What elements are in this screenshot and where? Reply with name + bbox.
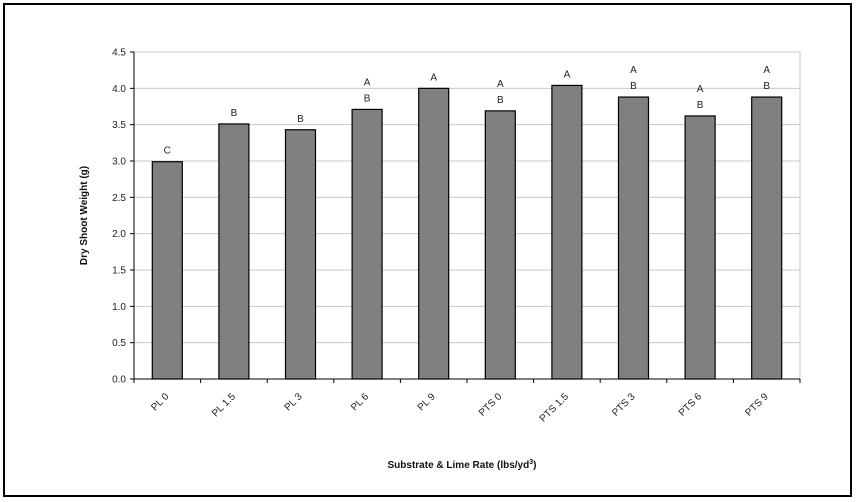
x-axis-label-suffix: ) <box>533 460 536 471</box>
y-tick-label: 2.5 <box>112 193 126 204</box>
significance-label: B <box>697 100 704 111</box>
x-tick-label: PTS 3 <box>610 391 638 419</box>
significance-label: B <box>497 95 504 106</box>
x-axis-label-text: Substrate & Lime Rate (lbs/yd <box>388 460 530 471</box>
bar <box>617 96 650 380</box>
significance-label: A <box>497 79 504 90</box>
y-tick-labels: 0.0 0.5 1.0 1.5 2.0 2.5 3.0 3.5 4.0 4.5 <box>112 48 126 386</box>
significance-label: A <box>630 65 637 76</box>
bar-chart: 0.0 0.5 1.0 1.5 2.0 2.5 3.0 3.5 4.0 4.5 PL 0 PL 1.… <box>79 48 801 471</box>
x-tick-label: PTS 0 <box>477 391 505 419</box>
significance-label: A <box>364 77 371 88</box>
y-tick-label: 0.5 <box>112 338 126 349</box>
y-tick-label: 1.5 <box>112 266 126 277</box>
y-tick-label: 0.0 <box>112 375 126 386</box>
x-tick-labels: PL 0 PL 1.5 PL 3 PL 6 PL 9 PTS 0 PTS 1.5 PTS 3 P… <box>149 391 771 425</box>
x-axis-label-superscript: 3 <box>529 459 533 466</box>
x-tick-label: PTS 6 <box>677 391 705 419</box>
bar <box>351 108 383 380</box>
bar <box>284 129 317 380</box>
bar <box>684 115 716 380</box>
bars <box>151 84 783 380</box>
x-axis-label: Substrate & Lime Rate (lbs/yd3) <box>388 459 537 471</box>
bar <box>418 87 450 380</box>
significance-label: C <box>164 146 171 157</box>
y-axis-label: Dry Shoot Weight (g) <box>79 166 90 265</box>
significance-label: B <box>364 93 371 104</box>
bar <box>218 123 250 380</box>
y-tick-label: 4.0 <box>112 84 126 95</box>
x-tick-label: PL 6 <box>349 391 371 413</box>
y-tick-label: 4.5 <box>112 48 126 59</box>
y-tick-label: 2.0 <box>112 229 126 240</box>
significance-label: B <box>763 81 770 92</box>
significance-label: B <box>630 81 637 92</box>
x-tick-label: PL 1.5 <box>210 391 238 419</box>
significance-label: B <box>231 108 238 119</box>
x-tick-label: PL 9 <box>416 391 438 413</box>
significance-label: A <box>763 65 770 76</box>
significance-label: A <box>564 69 571 80</box>
y-tick-label: 3.0 <box>112 157 126 168</box>
x-tick-label: PL 0 <box>149 391 171 413</box>
y-tick-label: 1.0 <box>112 302 126 313</box>
axes <box>130 51 801 383</box>
chart-frame: 0.0 0.5 1.0 1.5 2.0 2.5 3.0 3.5 4.0 4.5 PL 0 PL 1.… <box>3 3 852 497</box>
x-tick-label: PTS 9 <box>743 391 771 419</box>
bar <box>751 96 783 380</box>
significance-label: A <box>430 72 437 83</box>
significance-label: A <box>697 84 704 95</box>
bar <box>151 161 183 380</box>
x-tick-label: PTS 1.5 <box>538 391 572 425</box>
significance-label: B <box>297 114 304 125</box>
x-tick-label: PL 3 <box>283 391 305 413</box>
bar <box>484 110 516 380</box>
y-tick-label: 3.5 <box>112 120 126 131</box>
bar <box>551 84 583 380</box>
